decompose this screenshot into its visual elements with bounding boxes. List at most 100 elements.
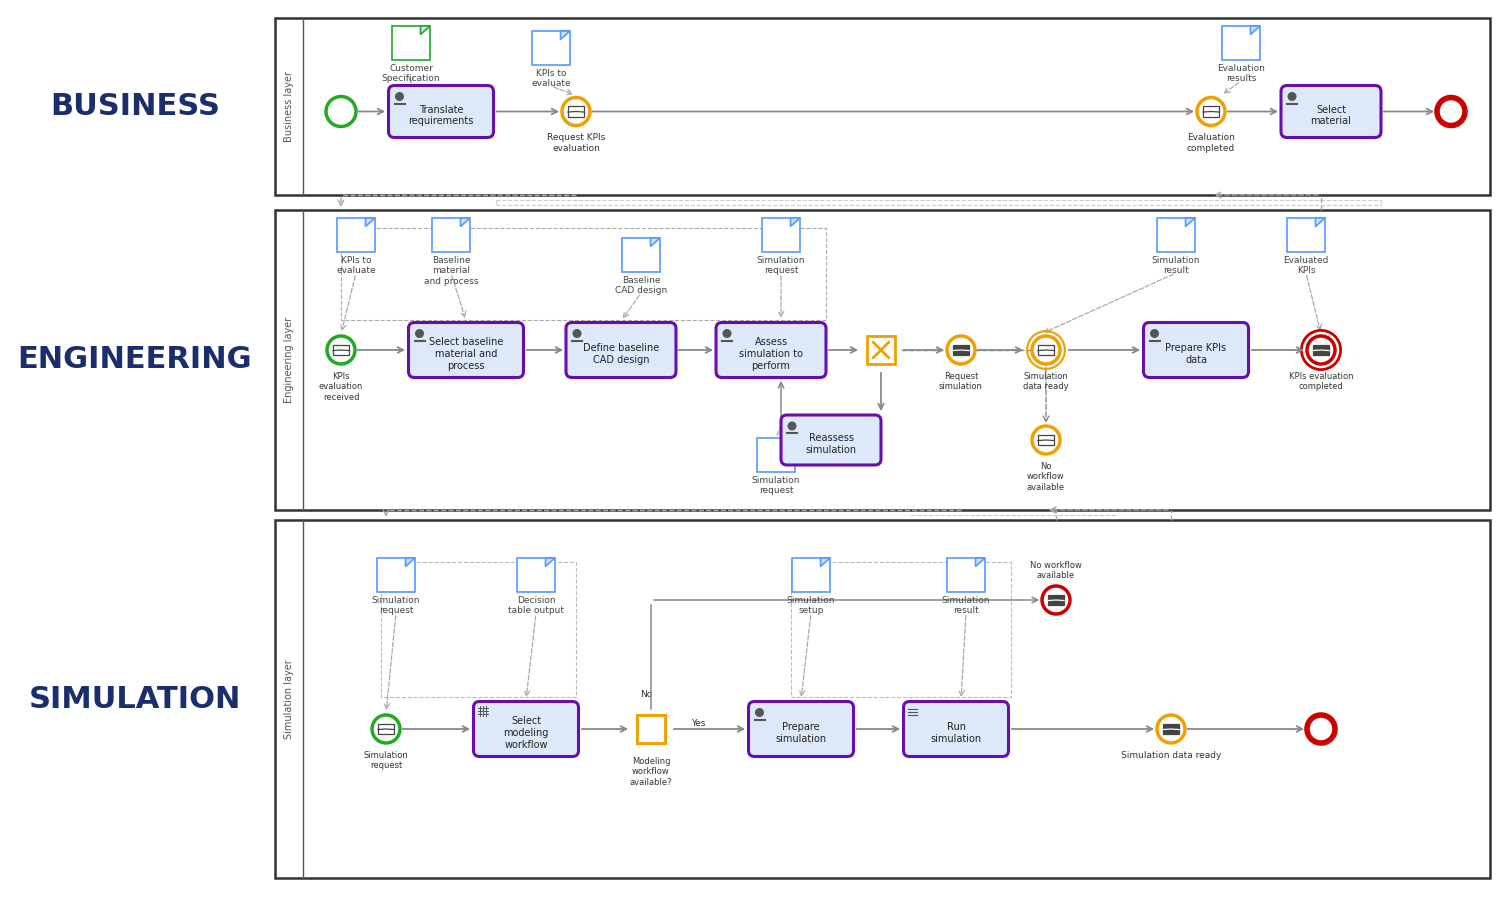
Text: Simulation
request: Simulation request <box>756 256 806 275</box>
Polygon shape <box>405 558 416 566</box>
Polygon shape <box>622 238 660 272</box>
Text: Define baseline
CAD design: Define baseline CAD design <box>584 343 658 365</box>
FancyBboxPatch shape <box>782 415 880 465</box>
FancyBboxPatch shape <box>1281 85 1382 138</box>
Polygon shape <box>561 31 570 40</box>
Text: Simulation data ready: Simulation data ready <box>1120 751 1221 760</box>
Polygon shape <box>432 218 470 252</box>
Bar <box>1312 344 1329 355</box>
Polygon shape <box>946 558 986 592</box>
Polygon shape <box>975 558 986 566</box>
Polygon shape <box>792 558 830 592</box>
Circle shape <box>416 329 424 338</box>
Circle shape <box>394 92 404 101</box>
FancyBboxPatch shape <box>566 323 676 378</box>
Text: Simulation
request: Simulation request <box>372 596 420 616</box>
Text: Request
simulation: Request simulation <box>939 372 982 391</box>
Text: Run
simulation: Run simulation <box>930 722 981 743</box>
Circle shape <box>326 96 356 127</box>
Text: KPIs
evaluation
received: KPIs evaluation received <box>320 372 363 402</box>
Circle shape <box>372 715 400 743</box>
Polygon shape <box>518 558 555 592</box>
Bar <box>568 106 584 117</box>
Circle shape <box>754 708 764 717</box>
Text: Simulation
data ready: Simulation data ready <box>1023 372 1070 391</box>
Text: Customer
Specification: Customer Specification <box>381 64 441 84</box>
Text: No: No <box>640 690 652 699</box>
Text: Select
modeling
workflow: Select modeling workflow <box>504 717 549 750</box>
FancyBboxPatch shape <box>748 701 853 756</box>
Bar <box>378 724 394 734</box>
Text: Simulation
request: Simulation request <box>363 751 408 770</box>
Circle shape <box>573 329 582 338</box>
Circle shape <box>1287 92 1296 101</box>
Text: Evaluation
results: Evaluation results <box>1216 64 1264 84</box>
Polygon shape <box>758 438 795 472</box>
Text: KPIs to
evaluate: KPIs to evaluate <box>336 256 376 275</box>
Text: Simulation
request: Simulation request <box>752 476 801 495</box>
FancyBboxPatch shape <box>716 323 827 378</box>
Polygon shape <box>1316 218 1324 227</box>
Text: Modeling
workflow
available?: Modeling workflow available? <box>630 757 672 787</box>
Circle shape <box>562 97 590 126</box>
Polygon shape <box>1222 26 1260 60</box>
Text: KPIs to
evaluate: KPIs to evaluate <box>531 69 572 88</box>
Polygon shape <box>392 26 430 60</box>
Text: Simulation
setup: Simulation setup <box>786 596 836 616</box>
Circle shape <box>946 336 975 364</box>
Polygon shape <box>762 218 800 252</box>
Circle shape <box>1156 715 1185 743</box>
Polygon shape <box>366 218 375 227</box>
Circle shape <box>788 422 796 431</box>
Text: ENGINEERING: ENGINEERING <box>18 345 252 375</box>
Circle shape <box>1306 715 1335 743</box>
Text: No workflow
available: No workflow available <box>1030 561 1081 580</box>
FancyBboxPatch shape <box>1143 323 1248 378</box>
Text: Prepare KPIs
data: Prepare KPIs data <box>1166 343 1227 365</box>
FancyBboxPatch shape <box>408 323 524 378</box>
Polygon shape <box>1287 218 1324 252</box>
Polygon shape <box>420 26 430 34</box>
FancyBboxPatch shape <box>474 701 579 756</box>
Polygon shape <box>460 218 470 227</box>
Text: Simulation layer: Simulation layer <box>284 659 294 739</box>
Text: Simulation
result: Simulation result <box>1152 256 1200 275</box>
Polygon shape <box>790 218 800 227</box>
Polygon shape <box>786 438 795 447</box>
Circle shape <box>1032 336 1060 364</box>
Text: Request KPIs
evaluation: Request KPIs evaluation <box>548 133 604 153</box>
Bar <box>952 344 969 355</box>
Circle shape <box>327 336 356 364</box>
Text: Select baseline
material and
process: Select baseline material and process <box>429 337 502 370</box>
Bar <box>274 18 1490 195</box>
Text: No
workflow
available: No workflow available <box>1028 462 1065 492</box>
Polygon shape <box>651 238 660 246</box>
Bar <box>1048 594 1064 605</box>
Circle shape <box>1437 97 1466 126</box>
Text: Assess
simulation to
perform: Assess simulation to perform <box>740 337 802 370</box>
Bar <box>1038 434 1054 446</box>
Circle shape <box>1150 329 1160 338</box>
Text: Prepare
simulation: Prepare simulation <box>776 722 826 743</box>
Polygon shape <box>338 218 375 252</box>
FancyBboxPatch shape <box>388 85 494 138</box>
Polygon shape <box>1251 26 1260 34</box>
Bar <box>1162 724 1179 734</box>
Polygon shape <box>532 31 570 65</box>
Bar <box>333 344 350 355</box>
Text: Baseline
CAD design: Baseline CAD design <box>615 276 668 296</box>
Bar <box>1038 344 1054 355</box>
Text: Simulation
result: Simulation result <box>942 596 990 616</box>
Circle shape <box>723 329 732 338</box>
Text: BUSINESS: BUSINESS <box>50 92 220 121</box>
Circle shape <box>1032 426 1060 454</box>
Circle shape <box>1042 586 1070 614</box>
Circle shape <box>1197 97 1225 126</box>
Text: SIMULATION: SIMULATION <box>28 684 242 714</box>
Bar <box>274 520 1490 878</box>
Text: Yes: Yes <box>692 719 705 728</box>
Text: Evaluated
KPIs: Evaluated KPIs <box>1284 256 1329 275</box>
Bar <box>1203 106 1219 117</box>
Circle shape <box>1306 336 1335 364</box>
Polygon shape <box>376 558 416 592</box>
